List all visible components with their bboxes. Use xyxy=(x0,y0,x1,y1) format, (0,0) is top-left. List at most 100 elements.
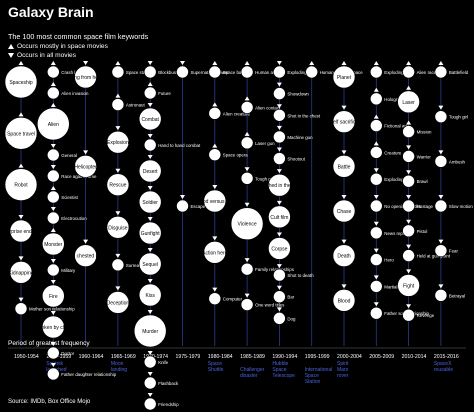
period-tick-label: 1985-1989 xyxy=(240,354,265,360)
space-marker-icon xyxy=(244,96,250,101)
period-tick-label: 2015-2016 xyxy=(434,354,459,360)
keyword-label: Fictional war xyxy=(384,124,409,129)
all-movies-marker-icon xyxy=(244,258,250,263)
keyword-bubble xyxy=(208,65,222,79)
period-tick-label: 1955-1959 xyxy=(46,354,71,360)
all-movies-marker-icon xyxy=(83,61,89,65)
keyword-bubble xyxy=(332,155,356,178)
keyword-bubble xyxy=(111,98,125,111)
keyword-label: Showdown xyxy=(287,92,309,97)
period-event-label: Station xyxy=(305,379,321,385)
keyword-label: Helicopter xyxy=(74,164,97,170)
space-marker-icon xyxy=(147,82,153,86)
keyword-label: Ambush xyxy=(449,159,466,164)
keyword-bubble xyxy=(434,65,448,79)
legend-all: Occurs in all movies xyxy=(8,52,76,59)
space-marker-icon xyxy=(438,61,444,65)
keyword-bubble xyxy=(138,283,162,307)
all-movies-marker-icon xyxy=(276,104,282,109)
all-movies-marker-icon xyxy=(276,125,282,130)
keyword-label: Spaceship xyxy=(9,80,33,86)
keyword-label: Sequel xyxy=(142,262,158,268)
space-marker-icon xyxy=(309,61,315,65)
keyword-label: Kidnapping xyxy=(8,270,33,276)
keyword-bubble xyxy=(203,241,227,264)
keyword-label: General xyxy=(61,153,77,158)
keyword-bubble xyxy=(434,155,448,168)
all-movies-marker-icon xyxy=(115,211,121,216)
keyword-label: Machine gun xyxy=(287,135,313,140)
period-event-label: Challenger xyxy=(240,367,265,373)
keyword-bubble xyxy=(143,397,157,411)
keyword-label: Father daughter relationship xyxy=(61,372,116,377)
keyword-label: Exploding ship xyxy=(384,70,413,75)
keyword-label: Murder xyxy=(142,329,158,335)
keyword-label: Cult film xyxy=(270,215,288,221)
keyword-label: Action hero xyxy=(202,250,228,256)
period-event-label: Hubble xyxy=(272,361,288,367)
keyword-label: Shot to death xyxy=(287,273,314,278)
keyword-label: Blood xyxy=(338,298,351,304)
keyword-label: Space station xyxy=(126,70,153,75)
space-marker-icon xyxy=(50,103,56,107)
keyword-bubble xyxy=(268,205,291,229)
keyword-bubble xyxy=(208,148,222,161)
keyword-bubble xyxy=(36,107,70,141)
keyword-bubble xyxy=(46,148,60,162)
keyword-bubble xyxy=(369,65,383,79)
space-marker-icon xyxy=(341,61,347,65)
chart-title: Galaxy Brain xyxy=(8,4,94,20)
keyword-bubble xyxy=(402,65,415,79)
all-movies-marker-icon xyxy=(406,195,412,199)
keyword-bubble xyxy=(240,101,254,114)
keyword-bubble xyxy=(305,65,319,79)
all-movies-marker-icon xyxy=(83,150,89,155)
period-tick-label: 2000-2004 xyxy=(337,354,362,360)
keyword-bubble xyxy=(208,107,222,120)
keyword-bubble xyxy=(268,237,291,260)
keyword-bubble xyxy=(74,155,97,178)
keyword-label: Fire xyxy=(49,294,58,300)
keyword-label: Planet xyxy=(337,75,352,81)
all-movies-marker-icon xyxy=(276,82,282,87)
keyword-bubble xyxy=(46,211,60,225)
keyword-bubble xyxy=(369,92,383,106)
keyword-bubble xyxy=(402,199,415,213)
keyword-bubble xyxy=(434,110,448,123)
keyword-label: Race against time xyxy=(61,174,97,179)
keyword-label: Rescue xyxy=(109,183,126,189)
source-note: Source: IMDb, Box Office Mojo xyxy=(8,399,91,405)
keyword-label: Soldier xyxy=(142,200,158,206)
keyword-bubble xyxy=(133,314,167,348)
keyword-label: Flashback xyxy=(158,381,179,386)
keyword-label: Shot in the chest xyxy=(287,113,320,118)
keyword-label: Dog xyxy=(287,316,296,321)
keyword-label: Surrealism xyxy=(126,263,147,268)
keyword-label: Creature xyxy=(384,150,402,155)
keyword-bubble xyxy=(273,152,286,165)
keyword-label: Corpse xyxy=(271,246,287,252)
keyword-bubble xyxy=(273,108,286,122)
all-movies-marker-icon xyxy=(147,248,153,252)
keyword-label: Surprise ending xyxy=(3,229,38,235)
keyword-bubble xyxy=(273,65,286,79)
keyword-bubble xyxy=(138,159,162,183)
space-marker-icon xyxy=(115,93,121,98)
period-event-label: rover xyxy=(337,373,349,379)
all-movies-marker-icon xyxy=(276,232,282,237)
keyword-label: Alien invasion xyxy=(61,91,89,96)
keyword-bubble xyxy=(402,150,415,163)
keyword-bubble xyxy=(14,302,28,315)
all-movies-marker-icon xyxy=(373,221,379,226)
keyword-bubble xyxy=(106,130,130,154)
keyword-bubble xyxy=(176,65,189,79)
space-marker-icon xyxy=(212,143,218,148)
keyword-bubble xyxy=(46,190,60,204)
keyword-label: Kiss xyxy=(145,293,155,299)
keyword-bubble xyxy=(369,199,383,213)
period-event-label: Space xyxy=(305,373,319,379)
space-marker-icon xyxy=(212,61,218,65)
keyword-label: Martial arts xyxy=(384,284,407,289)
space-marker-icon xyxy=(18,112,24,117)
period-tick-label: 1950-1954 xyxy=(14,354,39,360)
